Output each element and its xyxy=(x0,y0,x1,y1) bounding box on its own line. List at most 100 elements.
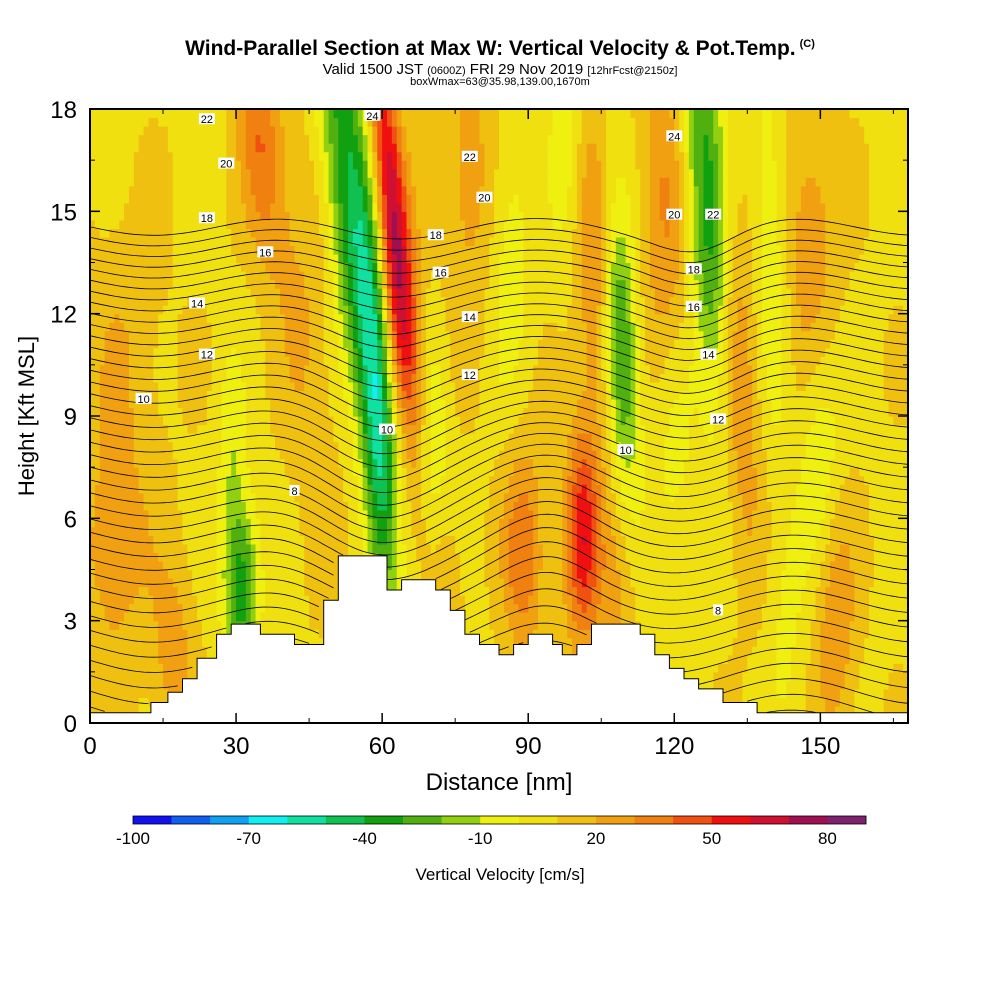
velocity-cell xyxy=(240,578,247,588)
velocity-cell xyxy=(299,262,305,272)
velocity-cell xyxy=(90,279,96,289)
velocity-cell xyxy=(201,236,208,247)
velocity-cell xyxy=(387,168,393,178)
velocity-cell xyxy=(114,330,120,340)
velocity-cell xyxy=(309,492,315,502)
velocity-cell xyxy=(177,126,184,136)
velocity-cell xyxy=(231,236,237,247)
velocity-cell xyxy=(133,356,140,366)
velocity-cell xyxy=(372,339,378,349)
velocity-cell xyxy=(279,390,286,400)
velocity-cell xyxy=(177,475,184,485)
velocity-cell xyxy=(221,586,227,596)
velocity-cell xyxy=(192,535,198,545)
velocity-cell xyxy=(216,177,223,187)
velocity-cell xyxy=(231,313,237,323)
velocity-cell xyxy=(94,262,101,272)
velocity-cell xyxy=(172,134,179,144)
velocity-cell xyxy=(377,126,383,136)
velocity-cell xyxy=(94,467,101,477)
velocity-cell xyxy=(387,441,393,451)
velocity-cell xyxy=(304,433,310,443)
velocity-cell xyxy=(382,543,388,554)
velocity-cell xyxy=(318,535,325,545)
velocity-cell xyxy=(323,535,330,545)
velocity-cell xyxy=(99,151,106,161)
velocity-cell xyxy=(211,143,218,153)
velocity-cell xyxy=(396,288,403,298)
velocity-cell xyxy=(367,236,374,247)
velocity-cell xyxy=(362,160,369,170)
velocity-cell xyxy=(124,168,130,178)
velocity-cell xyxy=(309,560,315,571)
velocity-cell xyxy=(309,620,315,630)
velocity-cell xyxy=(114,313,120,323)
velocity-cell xyxy=(357,322,364,332)
velocity-cell xyxy=(401,322,408,332)
velocity-cell xyxy=(124,612,130,622)
velocity-cell xyxy=(406,185,412,195)
velocity-cell xyxy=(114,688,120,699)
velocity-cell xyxy=(348,424,354,434)
velocity-cell xyxy=(119,697,125,707)
velocity-cell xyxy=(124,288,130,298)
velocity-cell xyxy=(411,526,417,536)
velocity-cell xyxy=(177,194,184,204)
velocity-cell xyxy=(114,373,120,383)
velocity-cell xyxy=(255,603,262,613)
velocity-cell xyxy=(163,501,169,511)
velocity-cell xyxy=(406,398,412,409)
velocity-cell xyxy=(109,569,115,579)
velocity-cell xyxy=(265,134,271,144)
velocity-cell xyxy=(245,228,252,238)
velocity-cell xyxy=(163,143,169,153)
velocity-cell xyxy=(396,279,403,289)
velocity-cell xyxy=(343,501,349,511)
velocity-cell xyxy=(226,322,232,332)
velocity-cell xyxy=(114,262,120,272)
velocity-cell xyxy=(143,526,150,536)
velocity-cell xyxy=(133,151,140,161)
velocity-cell xyxy=(348,279,354,289)
velocity-cell xyxy=(357,416,364,426)
velocity-cell xyxy=(338,262,344,272)
velocity-cell xyxy=(250,271,257,281)
velocity-cell xyxy=(362,509,369,519)
velocity-cell xyxy=(391,330,398,340)
velocity-cell xyxy=(289,313,296,323)
velocity-cell xyxy=(133,211,140,221)
velocity-cell xyxy=(338,509,344,519)
velocity-cell xyxy=(182,578,188,588)
velocity-cell xyxy=(153,629,159,639)
velocity-cell xyxy=(192,168,198,178)
velocity-cell xyxy=(270,407,276,417)
velocity-cell xyxy=(372,296,378,306)
velocity-cell xyxy=(279,501,286,511)
velocity-cell xyxy=(167,620,174,630)
velocity-cell xyxy=(391,552,398,562)
velocity-cell xyxy=(221,560,227,571)
velocity-cell xyxy=(197,356,203,366)
velocity-cell xyxy=(260,484,266,494)
velocity-cell xyxy=(304,629,310,639)
velocity-cell xyxy=(90,578,96,588)
velocity-cell xyxy=(367,279,374,289)
velocity-cell xyxy=(338,219,344,229)
velocity-cell xyxy=(201,245,208,255)
velocity-cell xyxy=(158,560,164,571)
velocity-cell xyxy=(362,245,369,255)
velocity-cell xyxy=(421,416,427,426)
velocity-cell xyxy=(231,484,237,494)
velocity-cell xyxy=(357,509,364,519)
velocity-cell xyxy=(143,211,150,221)
velocity-cell xyxy=(114,586,120,596)
velocity-cell xyxy=(294,313,300,323)
velocity-cell xyxy=(163,305,169,315)
velocity-cell xyxy=(187,398,193,409)
velocity-cell xyxy=(401,407,408,417)
velocity-cell xyxy=(240,305,247,315)
velocity-cell xyxy=(104,211,111,221)
velocity-cell xyxy=(221,543,227,554)
velocity-cell xyxy=(275,501,281,511)
velocity-cell xyxy=(148,160,154,170)
